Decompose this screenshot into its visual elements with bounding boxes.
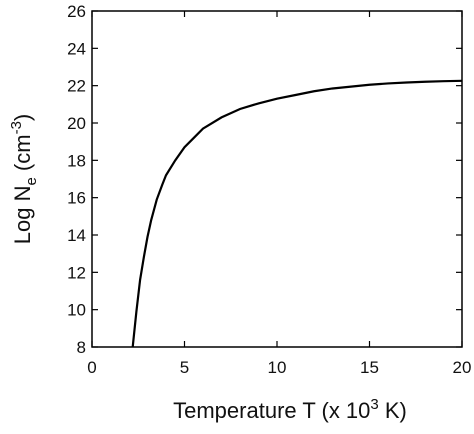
- y-axis-title-suffix: ): [10, 114, 35, 121]
- y-tick-label: 12: [67, 263, 86, 282]
- y-tick-label: 14: [67, 226, 86, 245]
- x-axis-ticks: 0 5 10 15 20: [87, 11, 471, 377]
- y-axis-title-prefix: Log N: [10, 186, 35, 245]
- y-tick-label: 22: [67, 77, 86, 96]
- y-tick-label: 8: [77, 338, 86, 357]
- y-axis-title: Log Ne (cm-3): [8, 114, 40, 245]
- y-tick-label: 18: [67, 151, 86, 170]
- x-tick-label: 20: [453, 358, 472, 377]
- y-axis-title-mid: (cm: [10, 134, 35, 177]
- x-axis-title-suffix: K): [379, 398, 407, 423]
- y-tick-label: 24: [67, 39, 86, 58]
- x-axis-title: Temperature T (x 103 K): [173, 396, 407, 423]
- x-axis-title-prefix: Temperature T (x 10: [173, 398, 370, 423]
- y-axis-title-sub: e: [23, 177, 40, 185]
- data-series-line: [131, 79, 462, 347]
- x-tick-label: 15: [360, 358, 379, 377]
- y-tick-label: 16: [67, 189, 86, 208]
- x-tick-label: 0: [87, 358, 96, 377]
- y-axis-title-sup: -3: [8, 121, 25, 134]
- plot-frame: [91, 10, 463, 348]
- y-tick-label: 10: [67, 301, 86, 320]
- y-axis-ticks: 8 10 12 14 16 18 20 22 24 26: [67, 2, 462, 357]
- x-tick-label: 5: [180, 358, 189, 377]
- x-axis-title-sup: 3: [370, 396, 378, 413]
- y-tick-label: 20: [67, 114, 86, 133]
- x-tick-label: 10: [268, 358, 287, 377]
- y-tick-label: 26: [67, 2, 86, 21]
